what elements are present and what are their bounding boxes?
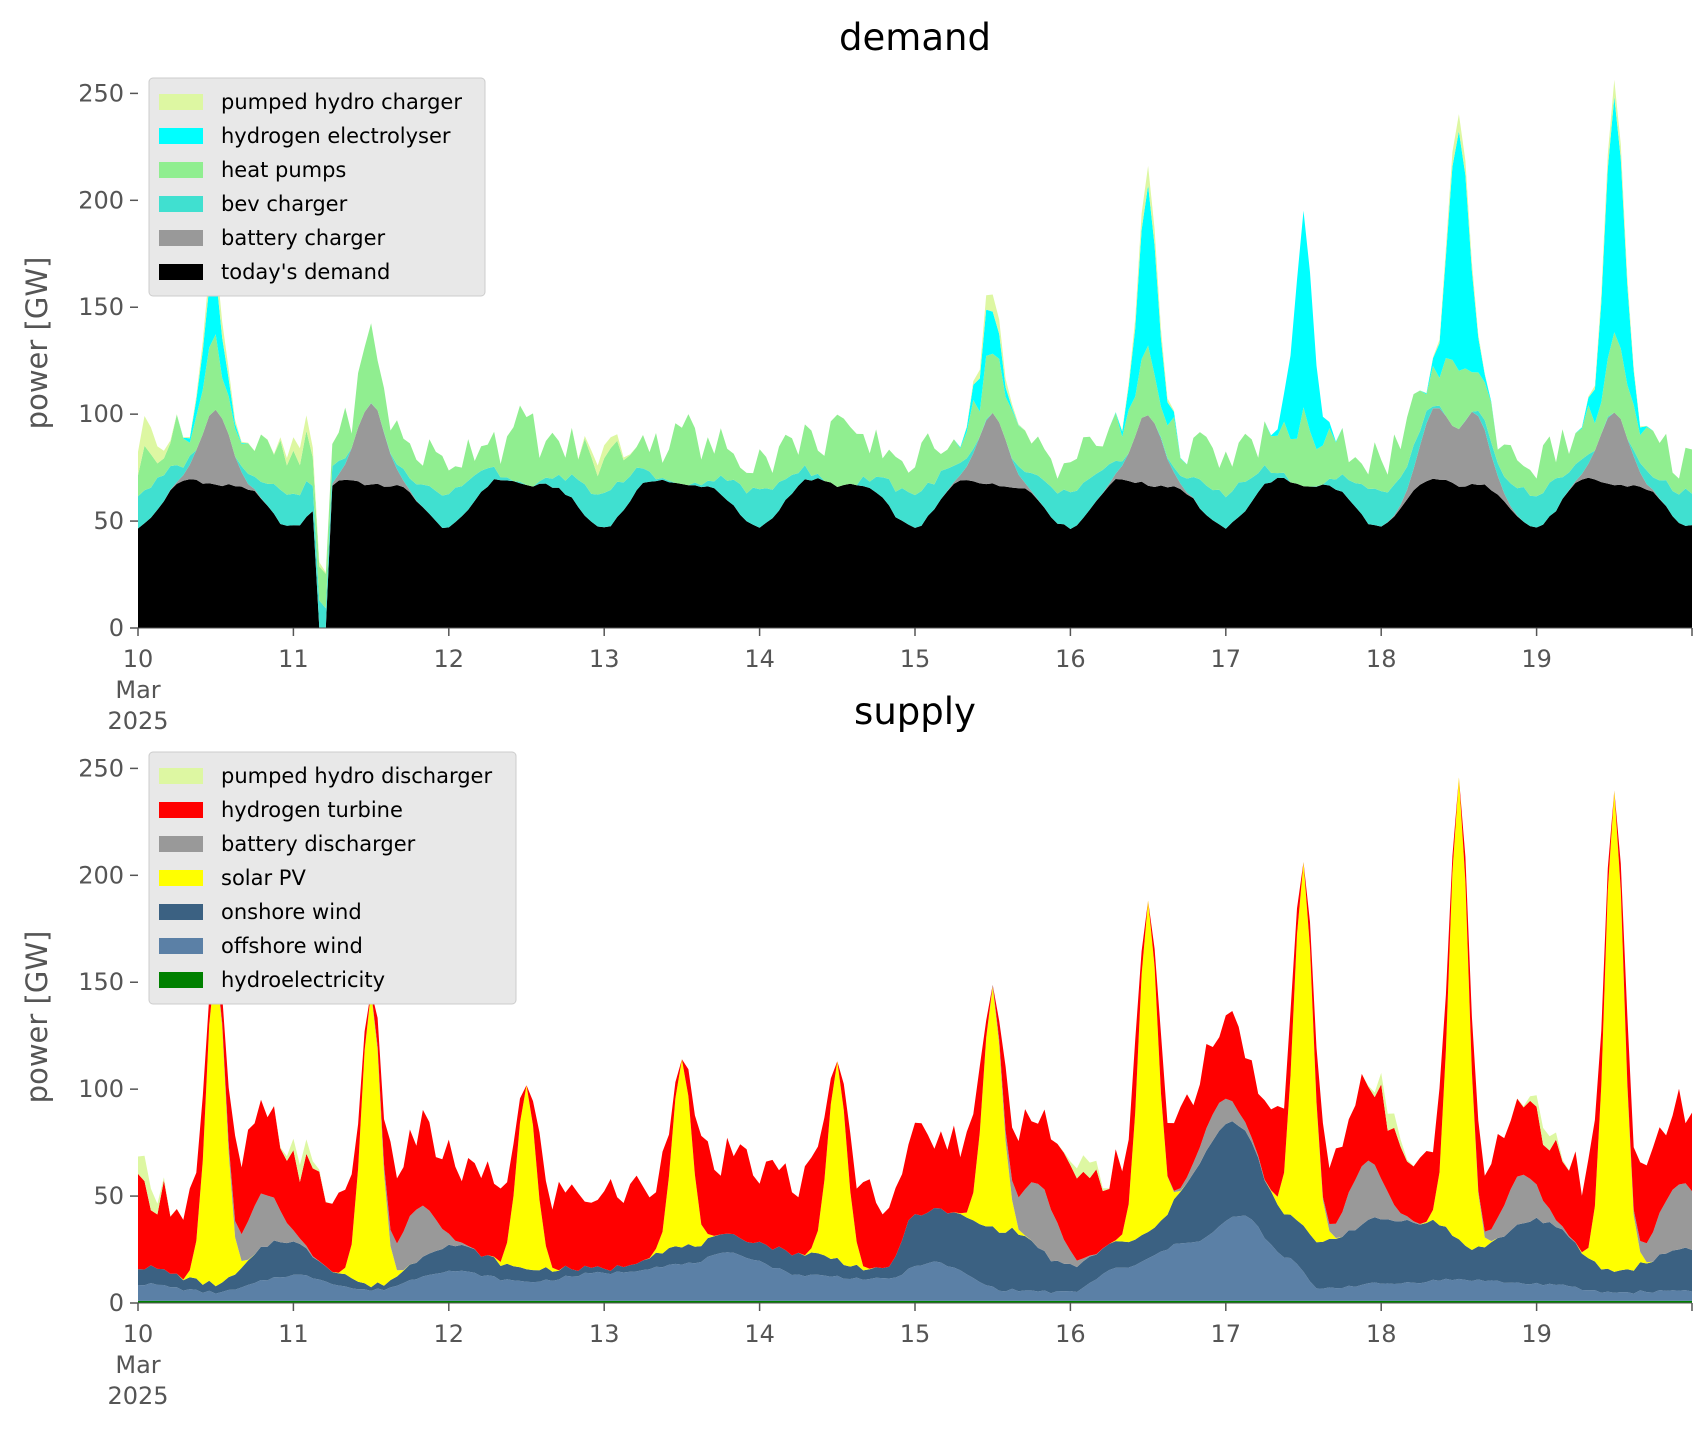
legend-label: heat pumps bbox=[221, 158, 346, 182]
legend-label: pumped hydro discharger bbox=[221, 764, 492, 788]
legend-label: onshore wind bbox=[221, 900, 362, 924]
y-tick-label: 250 bbox=[78, 79, 124, 107]
legend-swatch bbox=[159, 768, 203, 784]
legend-swatch bbox=[159, 870, 203, 886]
area-hydrogen-turbine bbox=[138, 777, 1692, 1280]
x-tick-label: 16 bbox=[1055, 1320, 1086, 1348]
x-tick-label: 14 bbox=[744, 645, 775, 673]
x-tick-label: 13 bbox=[589, 1320, 620, 1348]
area-solar-pv bbox=[138, 777, 1692, 1288]
x-tick-label: 15 bbox=[900, 645, 931, 673]
demand-title: demand bbox=[839, 16, 991, 59]
x-tick-label: 17 bbox=[1211, 645, 1242, 673]
area-heat-pumps bbox=[138, 323, 1692, 609]
y-tick-label: 50 bbox=[93, 1182, 124, 1210]
legend-label: battery charger bbox=[221, 226, 386, 250]
y-tick-label: 150 bbox=[78, 968, 124, 996]
x-tick-label: 18 bbox=[1366, 1320, 1397, 1348]
x-tick-label: 10 bbox=[123, 645, 154, 673]
x-tick-label: 11 bbox=[278, 645, 309, 673]
y-tick-label: 200 bbox=[78, 186, 124, 214]
area-offshore-wind bbox=[138, 1215, 1692, 1301]
area-bev-charger bbox=[138, 403, 1692, 628]
supply-areas bbox=[138, 777, 1692, 1303]
x-tick-label: 2025 bbox=[107, 1382, 168, 1410]
y-tick-label: 0 bbox=[109, 614, 124, 642]
x-tick-label: 12 bbox=[434, 645, 465, 673]
supply-title: supply bbox=[854, 690, 976, 733]
area-hydrogen-electrolyser bbox=[138, 96, 1692, 574]
legend-swatch bbox=[159, 904, 203, 920]
y-tick-label: 100 bbox=[78, 400, 124, 428]
demand-y-ticks: 0 50 100 150 200 250 bbox=[78, 79, 138, 642]
legend-label: battery discharger bbox=[221, 832, 416, 856]
demand-y-label: power [GW] bbox=[20, 257, 54, 430]
x-tick-label: 14 bbox=[744, 1320, 775, 1348]
x-tick-label: 12 bbox=[434, 1320, 465, 1348]
legend-label: hydrogen electrolyser bbox=[221, 124, 451, 148]
legend-swatch bbox=[159, 230, 203, 246]
x-tick-label: 17 bbox=[1211, 1320, 1242, 1348]
supply-legend: pumped hydro discharger hydrogen turbine b… bbox=[148, 751, 517, 1005]
demand-legend: pumped hydro charger hydrogen electrolyse… bbox=[148, 77, 486, 297]
x-tick-label: 10 bbox=[123, 1320, 154, 1348]
x-tick-label: 11 bbox=[278, 1320, 309, 1348]
y-tick-label: 250 bbox=[78, 754, 124, 782]
x-tick-label: 15 bbox=[900, 1320, 931, 1348]
y-tick-label: 150 bbox=[78, 293, 124, 321]
x-tick-label: 2025 bbox=[107, 707, 168, 735]
demand-areas bbox=[138, 79, 1692, 628]
legend-label: pumped hydro charger bbox=[221, 90, 462, 114]
legend-box bbox=[148, 77, 486, 297]
legend-swatch bbox=[159, 972, 203, 988]
legend-box bbox=[148, 751, 517, 1005]
x-tick-label: 13 bbox=[589, 645, 620, 673]
supply-chart: supply power [GW] 0 50 100 150 200 250 10 Mar 2… bbox=[20, 690, 1693, 1410]
legend-swatch bbox=[159, 836, 203, 852]
y-tick-label: 0 bbox=[109, 1289, 124, 1317]
y-tick-label: 200 bbox=[78, 861, 124, 889]
legend-swatch bbox=[159, 802, 203, 818]
legend-swatch bbox=[159, 162, 203, 178]
x-tick-label: Mar bbox=[115, 1351, 160, 1379]
demand-chart: demand power [GW] 0 50 100 150 200 250 10 Mar 2… bbox=[20, 16, 1693, 735]
legend-swatch bbox=[159, 196, 203, 212]
y-tick-label: 100 bbox=[78, 1075, 124, 1103]
legend-swatch bbox=[159, 938, 203, 954]
legend-label: solar PV bbox=[221, 866, 306, 890]
x-tick-label: 16 bbox=[1055, 645, 1086, 673]
legend-swatch bbox=[159, 128, 203, 144]
area-hydroelectricity bbox=[138, 1300, 1692, 1303]
legend-swatch bbox=[159, 264, 203, 280]
supply-y-ticks: 0 50 100 150 200 250 bbox=[78, 754, 138, 1317]
supply-x-ticks: 10 Mar 2025 11 12 13 14 15 16 17 18 19 bbox=[107, 1303, 1693, 1410]
x-tick-label: 19 bbox=[1521, 645, 1552, 673]
legend-label: hydroelectricity bbox=[221, 968, 385, 992]
legend-label: today's demand bbox=[221, 260, 390, 284]
x-tick-label: 18 bbox=[1366, 645, 1397, 673]
legend-label: hydrogen turbine bbox=[221, 798, 403, 822]
legend-swatch bbox=[159, 94, 203, 110]
x-tick-label: Mar bbox=[115, 676, 160, 704]
x-tick-label: 19 bbox=[1521, 1320, 1552, 1348]
y-tick-label: 50 bbox=[93, 507, 124, 535]
supply-y-label: power [GW] bbox=[20, 931, 54, 1104]
area-today-s-demand bbox=[138, 477, 1692, 628]
area-onshore-wind bbox=[138, 1121, 1692, 1294]
legend-label: bev charger bbox=[221, 192, 348, 216]
legend-label: offshore wind bbox=[221, 934, 363, 958]
demand-x-ticks: 10 Mar 2025 11 12 13 14 15 16 17 18 19 bbox=[107, 628, 1693, 735]
